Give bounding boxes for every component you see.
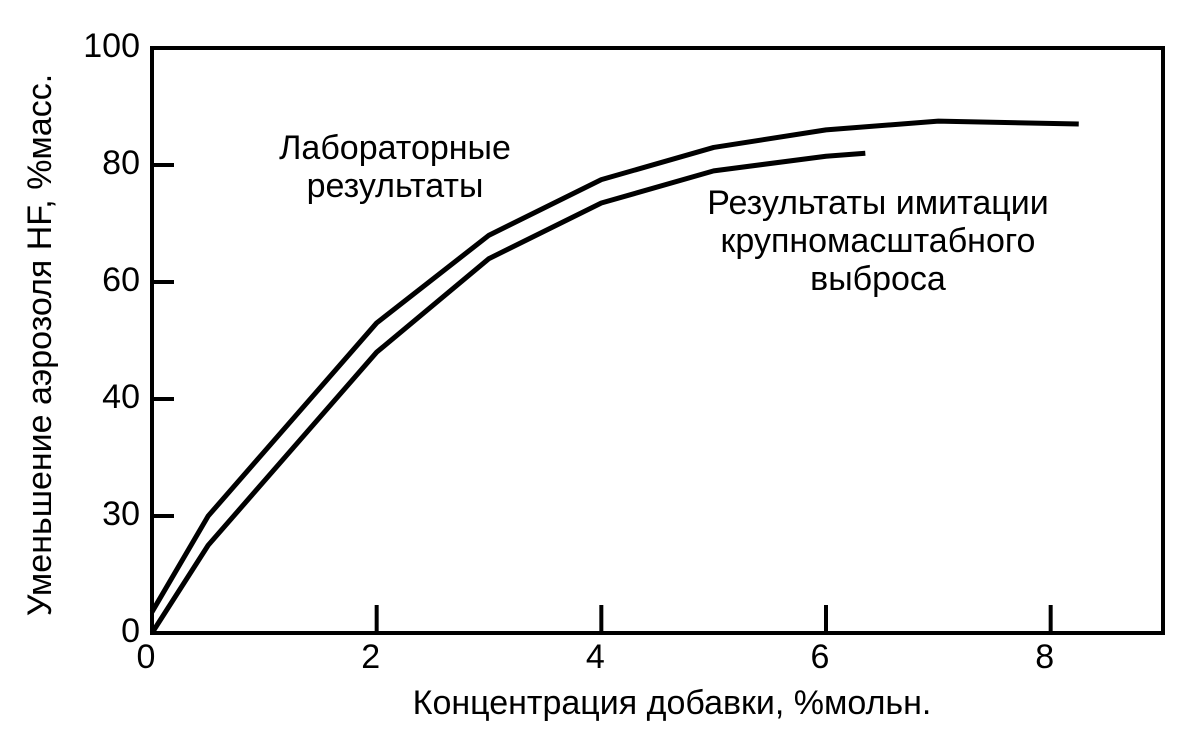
annotation: Лабораторные результаты [279,129,511,205]
annotation: Результаты имитации крупномасштабного выбр… [707,184,1048,298]
y-tick-label: 60 [102,261,140,299]
x-tick-label: 6 [811,638,830,676]
y-axis-label: Уменьшение аэрозоля HF, %масс. [21,74,59,616]
y-tick-label: 100 [83,27,140,65]
data-line [149,150,866,635]
annotation-line: результаты [307,167,484,205]
annotation-line: крупномасштабного [721,222,1036,260]
x-tick-label: 8 [1035,638,1054,676]
y-tick-label: 30 [102,495,140,533]
x-axis-label: Концентрация добавки, %мольн. [413,684,932,722]
y-tick-label: 40 [102,378,140,416]
data-line [149,118,1079,614]
x-tick-label: 0 [137,638,156,676]
x-tick-label: 4 [586,638,605,676]
x-tick-label: 2 [361,638,380,676]
y-tick-label: 80 [102,144,140,182]
annotation-line: выброса [810,260,946,298]
plot-frame [150,46,1165,635]
annotation-line: Лабораторные [279,129,511,167]
annotation-line: Результаты имитации [707,184,1048,222]
y-tick-label: 0 [121,612,140,650]
